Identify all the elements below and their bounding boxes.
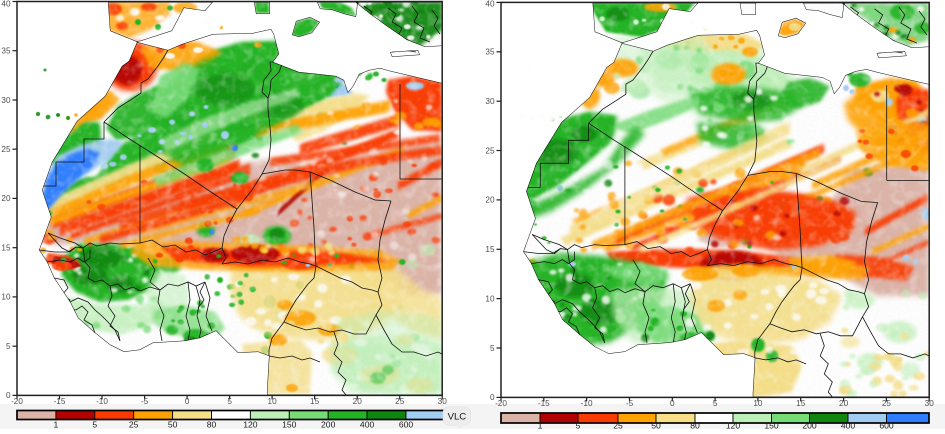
svg-text:150: 150 [282,420,297,430]
svg-text:15: 15 [796,399,806,408]
svg-text:-15: -15 [538,399,550,408]
svg-text:5: 5 [6,342,11,351]
svg-text:10: 10 [1,293,11,302]
svg-text:25: 25 [395,397,405,406]
svg-text:1: 1 [54,420,59,430]
svg-text:15: 15 [310,397,320,406]
svg-text:15: 15 [1,244,11,253]
svg-text:0: 0 [185,397,190,406]
svg-text:400: 400 [360,420,375,430]
svg-text:5: 5 [490,344,495,353]
svg-text:20: 20 [485,196,495,205]
svg-text:20: 20 [839,399,849,408]
svg-text:-5: -5 [626,399,634,408]
svg-text:0: 0 [6,391,11,400]
svg-text:120: 120 [243,420,258,430]
svg-text:25: 25 [1,145,11,154]
svg-text:10: 10 [753,399,763,408]
svg-text:-10: -10 [96,397,108,406]
svg-text:40: 40 [485,0,495,8]
svg-text:35: 35 [485,48,495,57]
svg-text:5: 5 [713,399,718,408]
svg-text:50: 50 [651,421,661,430]
svg-text:30: 30 [925,399,935,408]
svg-text:10: 10 [485,294,495,303]
svg-text:25: 25 [485,146,495,155]
svg-text:40: 40 [1,0,11,8]
svg-text:120: 120 [726,421,741,430]
svg-text:35: 35 [1,47,11,56]
svg-text:80: 80 [690,421,700,430]
svg-text:-20: -20 [495,399,507,408]
svg-text:25: 25 [129,420,139,430]
svg-text:1: 1 [538,421,543,430]
svg-text:0: 0 [490,393,495,402]
svg-text:-15: -15 [54,397,66,406]
svg-text:-5: -5 [141,397,149,406]
svg-text:30: 30 [485,97,495,106]
svg-text:10: 10 [268,397,278,406]
svg-text:30: 30 [438,397,448,406]
svg-text:600: 600 [879,421,894,430]
svg-text:VLC: VLC [448,412,467,423]
svg-text:20: 20 [1,194,11,203]
svg-text:200: 200 [802,421,817,430]
svg-text:0: 0 [670,399,675,408]
svg-text:-10: -10 [581,399,593,408]
svg-text:200: 200 [321,420,336,430]
svg-text:600: 600 [399,420,414,430]
svg-text:80: 80 [207,420,217,430]
svg-text:150: 150 [764,421,779,430]
svg-text:400: 400 [841,421,856,430]
svg-text:5: 5 [576,421,581,430]
svg-text:-20: -20 [11,397,23,406]
svg-text:25: 25 [613,421,623,430]
svg-text:30: 30 [1,96,11,105]
svg-text:15: 15 [485,245,495,254]
svg-text:5: 5 [92,420,97,430]
svg-text:5: 5 [227,397,232,406]
svg-text:50: 50 [168,420,178,430]
svg-text:25: 25 [882,399,892,408]
svg-text:20: 20 [353,397,363,406]
